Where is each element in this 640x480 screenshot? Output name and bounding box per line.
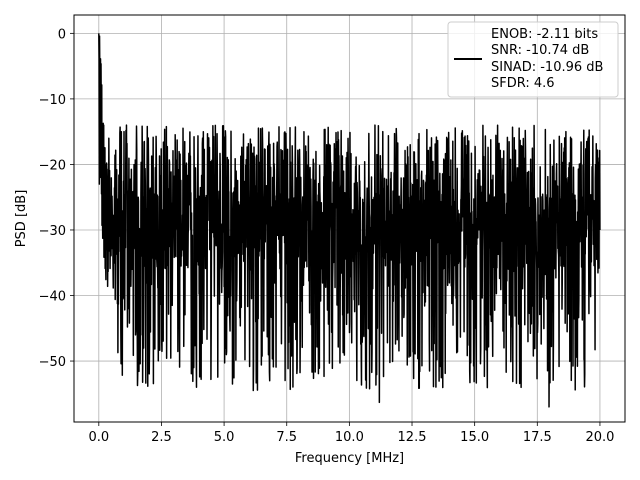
legend-line-1: ENOB: -2.11 bits [491,27,598,42]
legend-line-4: SFDR: 4.6 [491,76,555,91]
y-tick-label: −20 [39,158,66,173]
y-tick-label: −10 [39,93,66,108]
y-tick-label: −30 [39,224,66,239]
y-tick-label: 0 [58,27,66,42]
y-tick-label: −40 [39,290,66,305]
legend-line-2: SNR: -10.74 dB [491,43,589,58]
legend: ENOB: -2.11 bits SNR: -10.74 dB SINAD: -… [447,21,619,98]
series-layer [98,33,601,408]
x-tick-label: 12.5 [398,430,427,445]
x-tick-label: 2.5 [151,430,172,445]
x-axis-label: Frequency [MHz] [295,451,404,466]
ticks: 0.0 2.5 5.0 7.5 10.0 12.5 15.0 17.5 20.0 0 −10 −20 −… [39,27,615,445]
x-tick-label: 0.0 [88,430,109,445]
legend-box [447,21,619,98]
x-tick-label: 7.5 [276,430,297,445]
x-tick-label: 10.0 [335,430,364,445]
x-tick-label: 15.0 [460,430,489,445]
x-tick-label: 5.0 [214,430,235,445]
psd-series-line [98,33,601,408]
y-axis-label: PSD [dB] [14,190,29,248]
y-tick-label: −50 [39,355,66,370]
legend-line-3: SINAD: -10.96 dB [491,60,603,75]
x-tick-label: 20.0 [585,430,614,445]
x-tick-label: 17.5 [523,430,552,445]
